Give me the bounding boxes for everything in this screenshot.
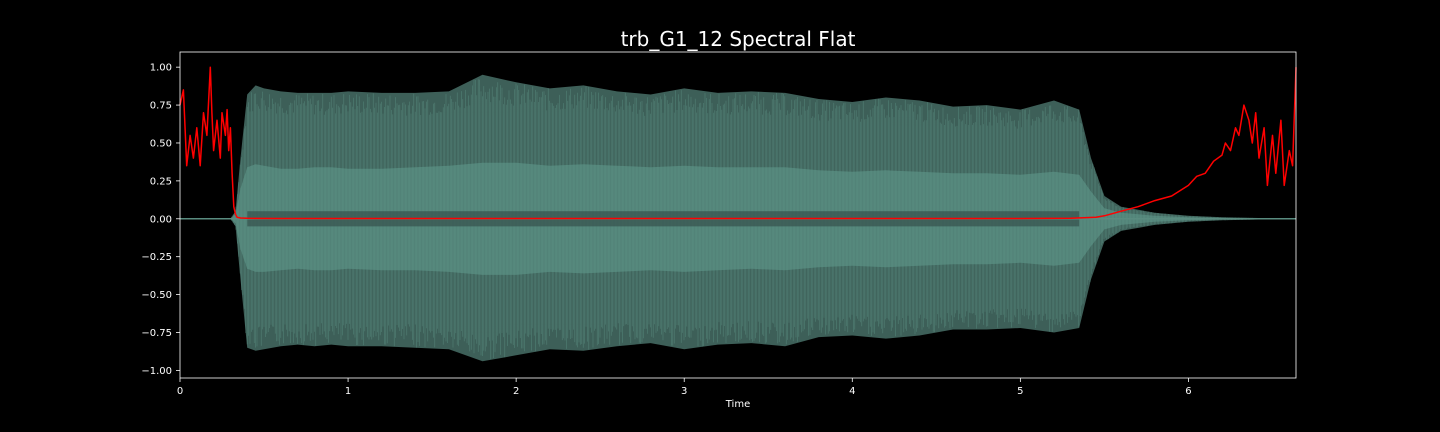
plot-frame [179, 51, 1297, 379]
y-tick-label: 0.00 [150, 214, 172, 225]
y-tick-label: −0.25 [141, 252, 172, 263]
y-tick-label: −0.75 [141, 328, 172, 339]
y-tick-label: −0.50 [141, 290, 172, 301]
x-tick-label: 4 [849, 386, 855, 397]
y-axis: 1.00 0.75 0.50 0.25 0.00 −0.25 −0.50 −0.75 −1.00 [141, 63, 180, 377]
y-tick-label: 0.75 [150, 101, 172, 112]
y-tick-label: 0.50 [150, 138, 172, 149]
x-axis: 0 1 2 3 4 5 6 [177, 378, 1192, 397]
spectral-flatness-line [179, 66, 1297, 220]
x-tick-label: 1 [345, 386, 351, 397]
plot-area [179, 51, 1297, 379]
x-tick-label: 2 [513, 386, 519, 397]
chart-title: trb_G1_12 Spectral Flat [621, 27, 856, 51]
x-tick-label: 5 [1017, 386, 1023, 397]
x-tick-label: 3 [681, 386, 687, 397]
y-tick-label: −1.00 [141, 366, 172, 377]
y-tick-label: 0.25 [150, 176, 172, 187]
y-tick-label: 1.00 [150, 63, 172, 74]
x-tick-label: 0 [177, 386, 183, 397]
x-axis-label: Time [725, 399, 750, 410]
x-tick-label: 6 [1185, 386, 1191, 397]
